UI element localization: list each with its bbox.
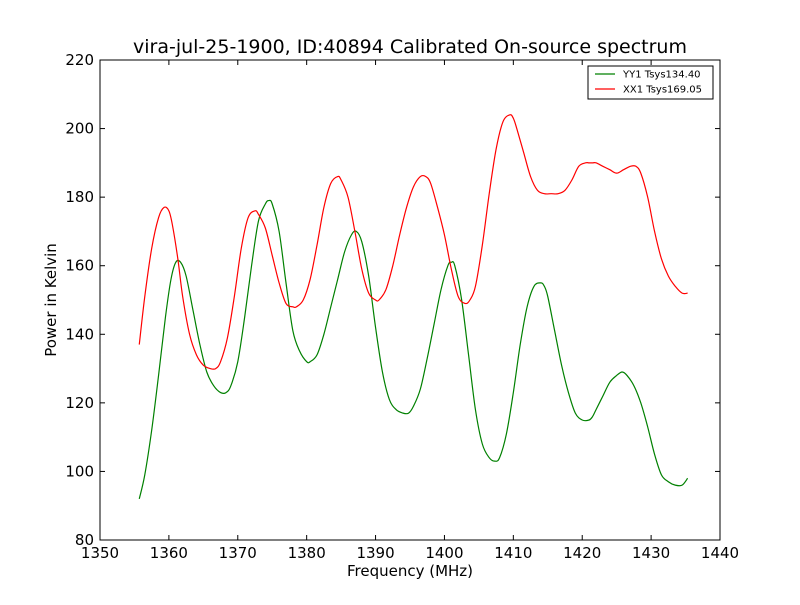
chart-title: vira-jul-25-1900, ID:40894 Calibrated On… [133,36,687,58]
y-tick-label: 120 [65,394,94,412]
x-tick-label: 1350 [81,544,119,562]
y-tick-label: 200 [65,120,94,138]
series-line-0 [138,199,689,499]
series-layer [138,114,689,499]
legend-box [587,65,714,100]
plot-frame [99,59,721,541]
x-tick-label: 1410 [494,544,532,562]
x-tick-label: 1440 [701,544,739,562]
x-tick-label: 1360 [150,544,188,562]
y-tick-label: 160 [65,257,94,275]
y-tick-label: 140 [65,325,94,343]
y-tick-label: 220 [65,51,94,69]
axis-ticks: 1350 1360 1370 1380 1390 1400 1410 1420 1430 1440… [65,51,739,562]
x-axis-label: Frequency (MHz) [347,562,473,580]
x-tick-label: 1370 [219,544,257,562]
legend-label-yy1: YY1 Tsys134.40 [622,70,701,81]
x-tick-label: 1380 [288,544,326,562]
series-line-1 [138,114,688,370]
x-tick-label: 1430 [632,544,670,562]
y-axis-label: Power in Kelvin [42,243,60,357]
y-tick-label: 180 [65,188,94,206]
x-tick-label: 1420 [563,544,601,562]
x-tick-label: 1400 [425,544,463,562]
y-tick-label: 80 [75,531,94,549]
legend-label-xx1: XX1 Tsys169.05 [623,85,702,96]
x-tick-label: 1390 [356,544,394,562]
y-tick-label: 100 [65,462,94,480]
legend: YY1 Tsys134.40 XX1 Tsys169.05 [587,65,714,100]
